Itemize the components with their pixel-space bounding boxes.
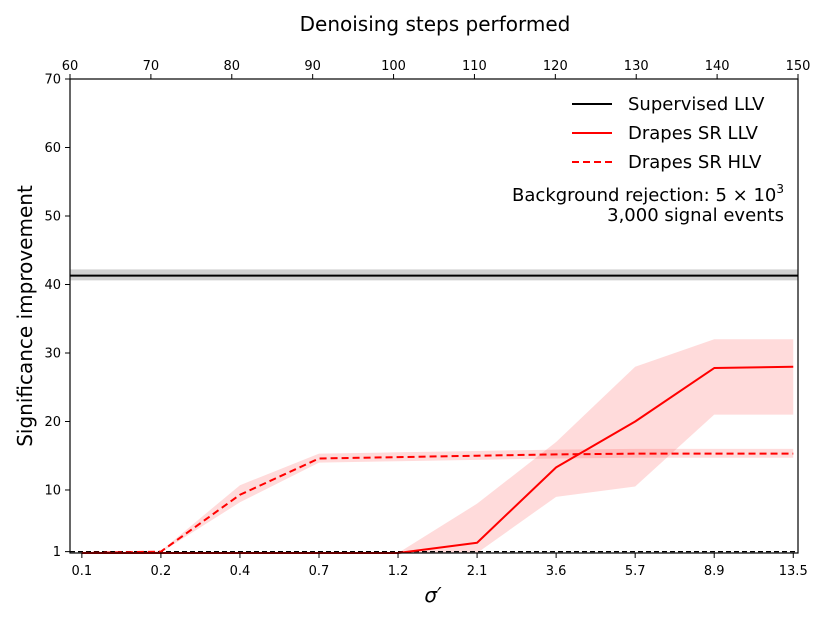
annotation-background-rejection-main: Background rejection: 5 × 10 [512, 185, 776, 206]
x-axis-top: 60 70 80 90 100 110 120 130 140 150 [62, 59, 811, 79]
y-axis-title: Significance improvement [13, 185, 37, 447]
x-tick-label-8.9: 8.9 [704, 564, 725, 579]
top-tick-label-60: 60 [62, 59, 79, 74]
top-tick-label-150: 150 [786, 59, 811, 74]
line-drapes-sr-hlv [81, 452, 794, 554]
legend-label-drapes-sr-hlv: Drapes SR HLV [628, 152, 762, 173]
top-axis-title: Denoising steps performed [300, 12, 571, 36]
x-tick-label-13.5: 13.5 [779, 564, 808, 579]
x-tick-label-2.1: 2.1 [467, 564, 488, 579]
y-tick-label-30: 30 [44, 346, 61, 361]
top-tick-label-100: 100 [381, 59, 406, 74]
x-axis-bottom: 0.1 0.2 0.4 0.7 1.2 2.1 3.6 5.7 8.9 13.5 [72, 553, 808, 579]
plot-frame [69, 78, 799, 554]
y-tick-label-70: 70 [44, 73, 61, 88]
top-tick-label-80: 80 [224, 59, 241, 74]
legend-label-supervised-llv: Supervised LLV [628, 94, 765, 115]
x-tick-label-0.7: 0.7 [309, 564, 330, 579]
annotation-background-rejection: Background rejection: 5 × 103 [512, 182, 784, 206]
annotation-background-rejection-exponent: 3 [776, 182, 784, 196]
legend-label-drapes-sr-llv: Drapes SR LLV [628, 123, 759, 144]
y-tick-label-50: 50 [44, 209, 61, 224]
y-tick-label-20: 20 [44, 415, 61, 430]
top-tick-label-120: 120 [543, 59, 568, 74]
band-drapes-sr-hlv [81, 448, 794, 553]
top-tick-label-90: 90 [304, 59, 321, 74]
x-tick-label-0.4: 0.4 [230, 564, 251, 579]
top-tick-label-130: 130 [624, 59, 649, 74]
legend: Supervised LLV Drapes SR LLV Drapes SR H… [572, 94, 765, 173]
top-tick-label-110: 110 [462, 59, 487, 74]
x-axis-title: σ′ [424, 583, 442, 607]
y-tick-label-10: 10 [44, 483, 61, 498]
band-drapes-sr-llv [81, 339, 794, 553]
top-tick-label-70: 70 [143, 59, 160, 74]
top-tick-label-140: 140 [705, 59, 730, 74]
error-bands [70, 269, 798, 553]
y-tick-label-1: 1 [53, 545, 61, 560]
y-axis: 1 10 20 30 40 50 60 70 [44, 73, 70, 560]
x-tick-label-1.2: 1.2 [388, 564, 409, 579]
y-tick-label-60: 60 [44, 141, 61, 156]
x-tick-label-0.1: 0.1 [72, 564, 93, 579]
x-tick-label-5.7: 5.7 [625, 564, 646, 579]
y-tick-label-40: 40 [44, 278, 61, 293]
x-tick-label-3.6: 3.6 [546, 564, 567, 579]
annotation-signal-events: 3,000 signal events [607, 205, 784, 226]
x-tick-label-0.2: 0.2 [151, 564, 172, 579]
